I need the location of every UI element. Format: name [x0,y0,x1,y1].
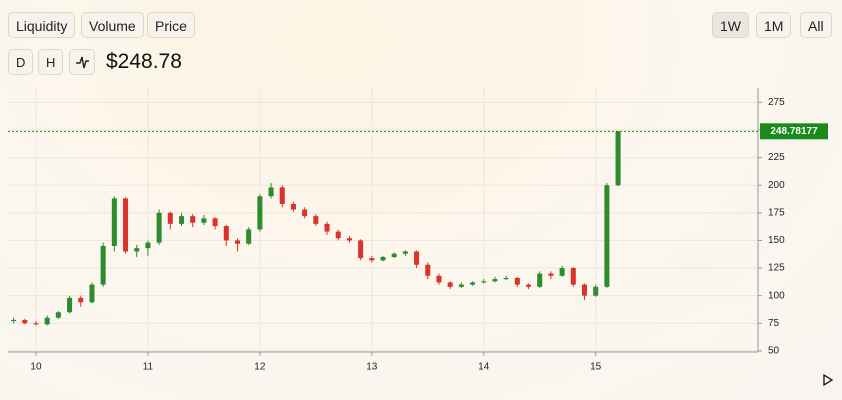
x-tick-label: 14 [478,362,490,373]
candle-body [604,185,610,287]
candle-body [134,248,140,252]
candle-body [156,212,162,243]
candle-body [380,257,386,261]
candle-body [212,218,218,227]
candle-body [581,284,588,296]
candle-body [279,187,285,204]
play-button[interactable] [823,373,834,387]
candle-body [570,268,576,285]
candle-body [548,273,554,276]
candle-body [503,277,509,280]
price-label: 248.78177 [770,126,818,137]
chart-type-button[interactable] [69,49,95,75]
candle-body [257,196,263,230]
candle-body [33,323,39,325]
candle-body [123,198,129,252]
x-tick-label: 12 [254,362,266,373]
y-tick-label: 75 [768,318,780,329]
candle-body [178,216,185,224]
candle-body [111,198,117,246]
candle-body [190,216,196,223]
candle-body [559,268,565,276]
candle-body [335,231,341,239]
candle-body [425,264,431,276]
candle-body [89,284,95,303]
interval-hour-button[interactable]: H [38,49,64,75]
candle-body [481,281,487,283]
candle-body [223,226,229,241]
candle-body [268,187,274,197]
line-icon [76,56,89,69]
price-label-box [760,123,828,140]
range-all-button[interactable]: All [800,12,832,38]
candle-body [313,216,319,224]
candle-body [369,258,375,261]
y-tick-label: 250 [768,125,785,136]
candle-body [145,242,151,249]
volume-button[interactable]: Volume [81,12,144,38]
candle-body [290,203,296,210]
candle-body [78,297,84,303]
candle-body [391,253,397,258]
candle-body [593,286,599,296]
liquidity-button[interactable]: Liquidity [8,12,76,38]
range-1w-button[interactable]: 1W [712,12,749,38]
x-tick-label: 11 [143,362,154,373]
candle-body [346,238,352,241]
candle-body [447,282,453,287]
x-tick-label: 15 [590,362,602,373]
candle-body [514,277,520,285]
candle-body [201,218,207,223]
candle-body [470,282,476,285]
y-tick-label: 275 [768,97,785,108]
price-button[interactable]: Price [147,12,195,38]
y-tick-label: 50 [768,346,780,357]
candle-body [324,223,330,232]
candle-body [436,275,442,283]
x-tick-label: 13 [366,362,378,373]
y-tick-label: 200 [768,180,785,191]
candle-body [234,240,240,244]
candle-body [402,251,408,254]
candle-body [615,131,621,186]
x-tick-label: 10 [30,362,42,373]
y-tick-label: 150 [768,235,785,246]
y-tick-label: 125 [768,263,785,274]
candle-body [44,317,50,325]
candle-body [492,279,498,282]
candle-body [100,245,106,285]
candle-body [458,284,464,287]
candle-body [22,319,28,324]
interval-day-button[interactable]: D [8,49,34,75]
candle-body [55,312,61,318]
candle-body [358,240,364,259]
candle-body [302,209,308,217]
candle-body [67,297,73,313]
candle-body [414,251,420,265]
candle-body [11,319,17,322]
candle-body [246,229,252,244]
y-tick-label: 225 [768,152,785,163]
y-tick-label: 175 [768,207,785,218]
candle-body [526,284,532,287]
range-1m-button[interactable]: 1M [756,12,792,38]
current-price: $248.78 [106,50,182,73]
candle-body [167,212,173,224]
y-tick-label: 100 [768,290,785,301]
candle-body [537,273,543,287]
